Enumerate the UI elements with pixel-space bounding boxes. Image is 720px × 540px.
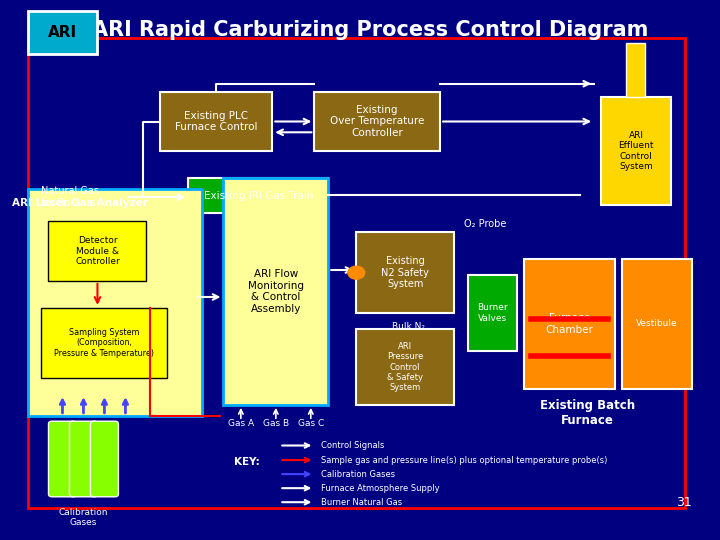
- FancyBboxPatch shape: [223, 178, 328, 405]
- Text: Gas A: Gas A: [228, 420, 254, 428]
- Text: Gas C: Gas C: [297, 420, 324, 428]
- FancyBboxPatch shape: [356, 329, 454, 405]
- Text: 31: 31: [676, 496, 692, 509]
- FancyBboxPatch shape: [91, 421, 118, 497]
- FancyBboxPatch shape: [356, 232, 454, 313]
- FancyBboxPatch shape: [69, 421, 97, 497]
- Text: Detector
Module &
Controller: Detector Module & Controller: [75, 236, 120, 266]
- Text: Existing PLC
Furnace Control: Existing PLC Furnace Control: [175, 111, 258, 132]
- Text: Furnace
Chamber: Furnace Chamber: [546, 313, 593, 335]
- Text: ARI Flow
Monitoring
& Control
Assembly: ARI Flow Monitoring & Control Assembly: [248, 269, 304, 314]
- Text: O₂ Probe: O₂ Probe: [464, 219, 507, 229]
- Text: ARI
Pressure
Control
& Safety
System: ARI Pressure Control & Safety System: [387, 342, 423, 393]
- FancyBboxPatch shape: [42, 308, 168, 378]
- Text: Existing IRI Gas Train: Existing IRI Gas Train: [204, 191, 313, 201]
- Text: Existing Batch
Furnace: Existing Batch Furnace: [539, 399, 634, 427]
- FancyBboxPatch shape: [27, 11, 97, 54]
- FancyBboxPatch shape: [161, 92, 272, 151]
- Text: Sampling System
(Composition,
Pressure & Temperature): Sampling System (Composition, Pressure &…: [55, 328, 155, 358]
- FancyBboxPatch shape: [315, 92, 440, 151]
- Text: Furnace Atmosphere Supply: Furnace Atmosphere Supply: [321, 484, 440, 492]
- Text: Calibration
Gases: Calibration Gases: [59, 508, 108, 527]
- Text: ARI
Effluent
Control
System: ARI Effluent Control System: [618, 131, 654, 171]
- Text: ARI: ARI: [48, 25, 77, 40]
- Text: Gas B: Gas B: [263, 420, 289, 428]
- FancyBboxPatch shape: [48, 221, 146, 281]
- Text: Burner Natural Gas: Burner Natural Gas: [321, 498, 402, 507]
- FancyBboxPatch shape: [48, 421, 76, 497]
- Text: Calibration Gases: Calibration Gases: [321, 470, 395, 478]
- Text: KEY:: KEY:: [234, 457, 260, 467]
- Circle shape: [348, 266, 364, 279]
- FancyBboxPatch shape: [189, 178, 328, 213]
- FancyBboxPatch shape: [27, 189, 202, 416]
- FancyBboxPatch shape: [468, 275, 517, 351]
- Text: ARI Rapid Carburizing Process Control Diagram: ARI Rapid Carburizing Process Control Di…: [92, 19, 649, 40]
- Text: Natural Gas
for Burners: Natural Gas for Burners: [42, 186, 99, 208]
- Text: Burner
Valves: Burner Valves: [477, 303, 508, 323]
- Text: Sample gas and pressure line(s) plus optional temperature probe(s): Sample gas and pressure line(s) plus opt…: [321, 456, 608, 464]
- FancyBboxPatch shape: [622, 259, 692, 389]
- Text: Vestibule: Vestibule: [636, 320, 678, 328]
- FancyBboxPatch shape: [601, 97, 671, 205]
- Text: ARI Laser Gas Analyzer: ARI Laser Gas Analyzer: [12, 198, 148, 207]
- FancyBboxPatch shape: [626, 43, 645, 97]
- Text: Bulk N₂: Bulk N₂: [392, 322, 426, 331]
- Text: Existing
N2 Safety
System: Existing N2 Safety System: [382, 256, 429, 289]
- FancyBboxPatch shape: [524, 259, 615, 389]
- Text: Control Signals: Control Signals: [321, 441, 384, 450]
- Text: Existing
Over Temperature
Controller: Existing Over Temperature Controller: [330, 105, 424, 138]
